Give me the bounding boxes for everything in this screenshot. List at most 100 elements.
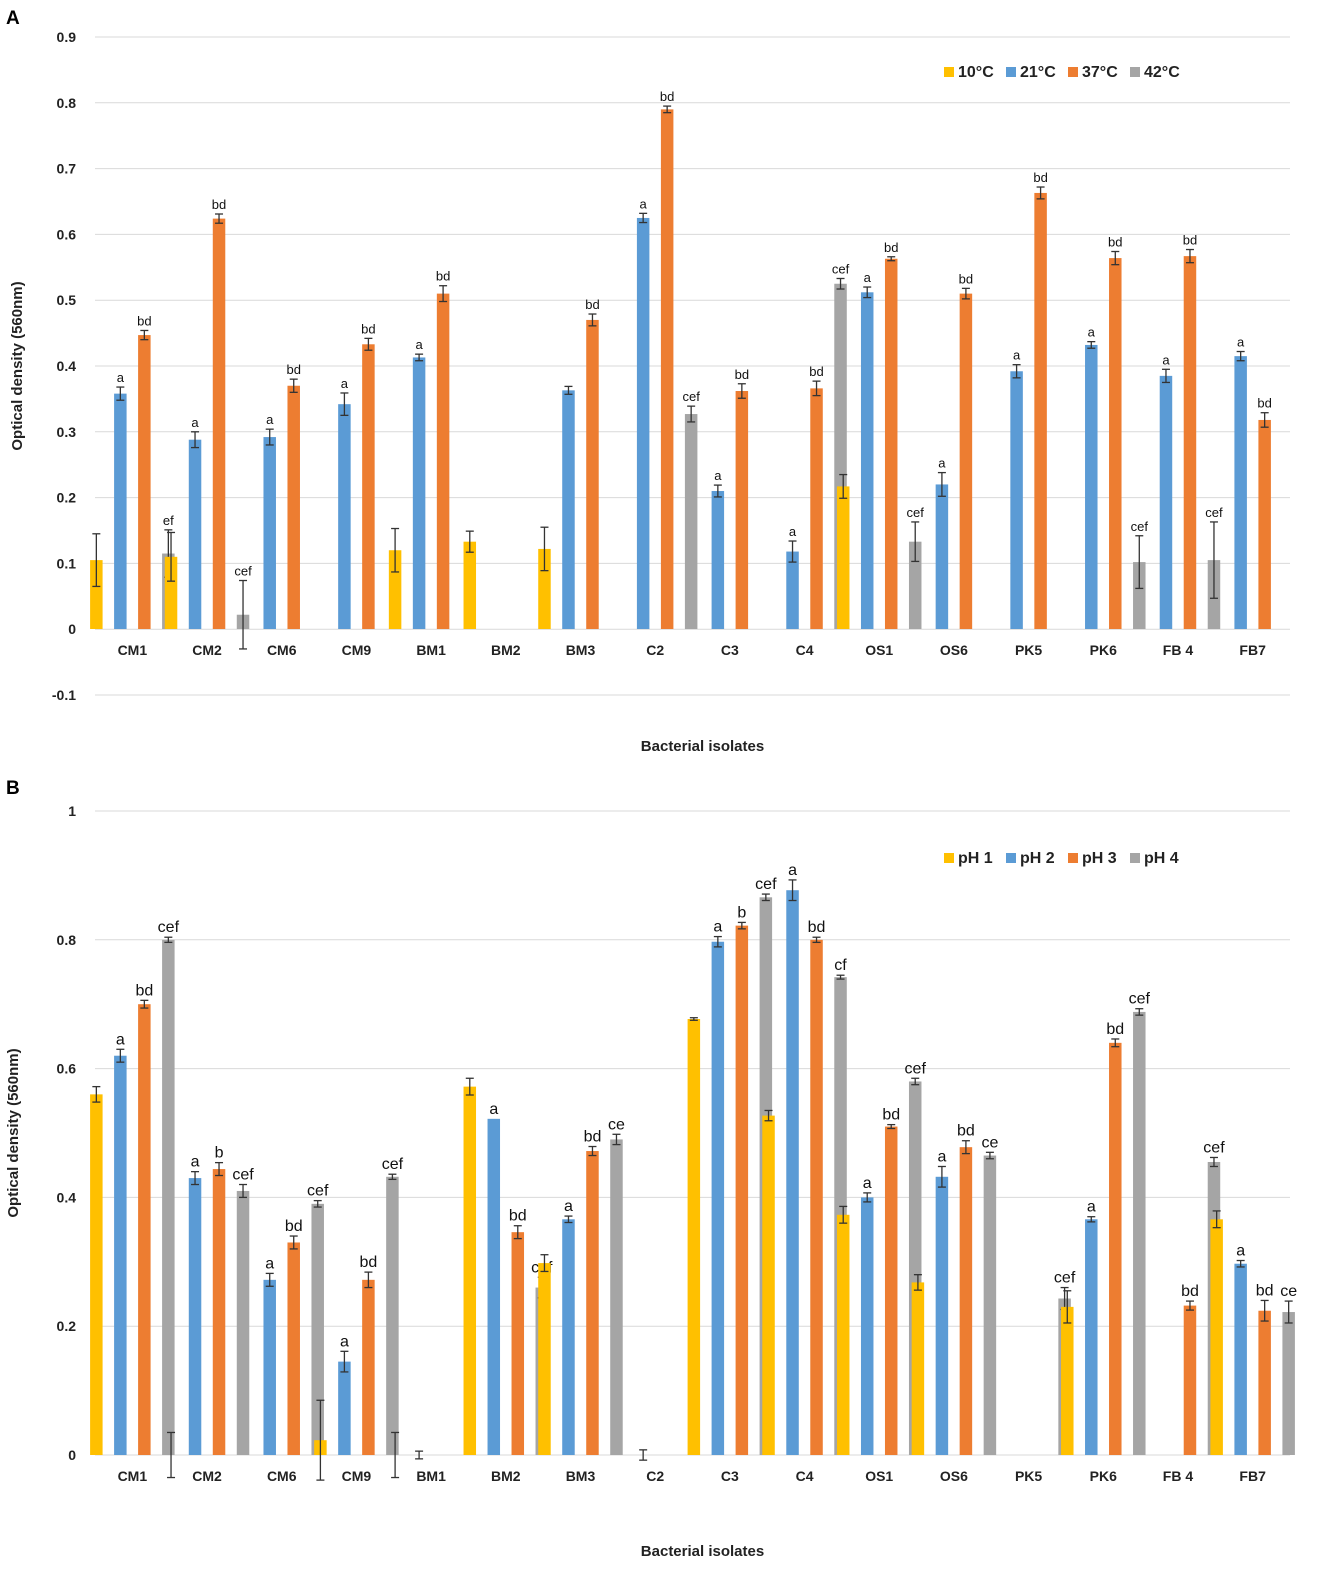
significance-label: bd: [286, 362, 300, 377]
significance-label: cef: [755, 876, 777, 893]
significance-label: cef: [907, 505, 925, 520]
bar-cm1-2: [138, 1004, 151, 1455]
significance-label: bd: [361, 321, 375, 336]
significance-label: bd: [1183, 233, 1197, 248]
y-tick-label: 0.4: [57, 1189, 77, 1205]
bar-pk6-3: [1133, 1011, 1146, 1455]
significance-label: a: [341, 376, 349, 391]
x-tick-label: OS1: [865, 1468, 893, 1484]
bar-bm1-2: [436, 293, 450, 629]
x-tick-label: BM2: [491, 1468, 521, 1484]
bar-c4-0: [762, 1115, 775, 1455]
x-tick-label: OS6: [940, 642, 968, 658]
bar-cm1-1: [114, 393, 127, 629]
bar-bm2-1: [487, 1118, 501, 1455]
bar-c4-1: [786, 551, 799, 629]
significance-label: bd: [135, 982, 153, 999]
significance-label: a: [489, 1101, 498, 1118]
bar-cm9-2: [362, 344, 375, 629]
significance-label: ce: [608, 1116, 625, 1133]
y-tick-label: -0.1: [52, 687, 76, 703]
significance-label: cef: [232, 1167, 254, 1184]
significance-label: a: [938, 456, 946, 471]
significance-label: bd: [360, 1254, 378, 1271]
bar-pk6-3: [1133, 562, 1146, 629]
bar-cm6-1: [263, 437, 276, 629]
bar-os6-2: [959, 293, 973, 629]
x-tick-label: FB7: [1239, 642, 1266, 658]
significance-label: a: [937, 1148, 946, 1165]
x-tick-label: FB 4: [1163, 1468, 1194, 1484]
bar-os6-2: [959, 1147, 973, 1455]
significance-label: ce: [981, 1134, 998, 1151]
legend-swatch: [1130, 853, 1140, 863]
significance-label: cef: [158, 919, 180, 936]
significance-label: bd: [137, 313, 151, 328]
significance-label: a: [117, 370, 125, 385]
bar-c4-2: [810, 939, 823, 1455]
y-tick-label: 0: [68, 621, 76, 637]
legend-swatch: [944, 67, 954, 77]
bar-pk6-0: [1061, 1306, 1074, 1455]
significance-label: bd: [1108, 235, 1122, 250]
y-tick-label: 0: [68, 1447, 76, 1463]
y-axis-title: Optical density (560nm): [5, 1048, 22, 1217]
legend-swatch: [1006, 67, 1016, 77]
bar-os1-0: [836, 486, 850, 629]
significance-label: a: [415, 337, 423, 352]
x-tick-label: CM2: [192, 642, 222, 658]
bar-bm1-0: [388, 550, 402, 629]
significance-label: bd: [1181, 1283, 1199, 1300]
legend-swatch: [1068, 853, 1078, 863]
bar-pk6-1: [1085, 344, 1098, 629]
significance-label: bd: [1256, 1282, 1274, 1299]
x-tick-label: PK5: [1015, 642, 1042, 658]
bar-pk5-1: [1010, 371, 1023, 629]
bar-cm2-1: [188, 1178, 202, 1455]
bar-bm3-0: [538, 548, 551, 629]
significance-label: cef: [1203, 1139, 1225, 1156]
bar-cm6-1: [263, 1279, 276, 1455]
x-tick-label: CM6: [267, 1468, 297, 1484]
significance-label: cef: [1054, 1270, 1076, 1287]
x-tick-label: CM2: [192, 1468, 222, 1484]
bar-cm6-3: [311, 1203, 324, 1455]
legend-label: pH 2: [1020, 850, 1055, 867]
x-tick-label: CM9: [342, 642, 372, 658]
significance-label: cef: [234, 564, 252, 579]
legend-label: 37°C: [1082, 64, 1118, 81]
x-tick-label: BM2: [491, 642, 521, 658]
significance-label: a: [1013, 348, 1021, 363]
y-tick-label: 0.9: [57, 29, 77, 45]
bar-bm2-2: [511, 1232, 525, 1455]
bar-bm1-1: [412, 357, 426, 629]
x-tick-label: C2: [646, 1468, 664, 1484]
y-tick-label: 0.3: [57, 424, 77, 440]
x-tick-label: C4: [796, 1468, 814, 1484]
bar-os6-0: [911, 1282, 925, 1455]
significance-label: ce: [1280, 1283, 1297, 1300]
x-tick-label: CM9: [342, 1468, 372, 1484]
bar-cm1-3: [162, 939, 175, 1455]
bar-pk6-2: [1109, 1042, 1122, 1455]
bar-cm1-0: [90, 560, 103, 629]
bar-c4-2: [810, 388, 823, 629]
significance-label: a: [714, 468, 722, 483]
significance-label: bd: [585, 297, 599, 312]
x-tick-label: BM3: [566, 642, 596, 658]
x-tick-label: PK6: [1090, 642, 1117, 658]
bar-cm6-2: [287, 1242, 300, 1455]
significance-label: bd: [1033, 170, 1047, 185]
significance-label: bd: [660, 89, 674, 104]
bar-cm9-2: [362, 1279, 375, 1455]
bar-c4-1: [786, 890, 799, 1455]
significance-label: bd: [436, 269, 450, 284]
bar-fb7-2: [1258, 419, 1271, 629]
bar-cm2-0: [164, 556, 178, 629]
bar-bm3-1: [562, 1219, 575, 1455]
significance-label: bd: [808, 919, 826, 936]
legend-swatch: [944, 853, 954, 863]
bar-cm2-2: [212, 218, 226, 629]
significance-label: a: [191, 1154, 200, 1171]
x-tick-label: OS1: [865, 642, 893, 658]
